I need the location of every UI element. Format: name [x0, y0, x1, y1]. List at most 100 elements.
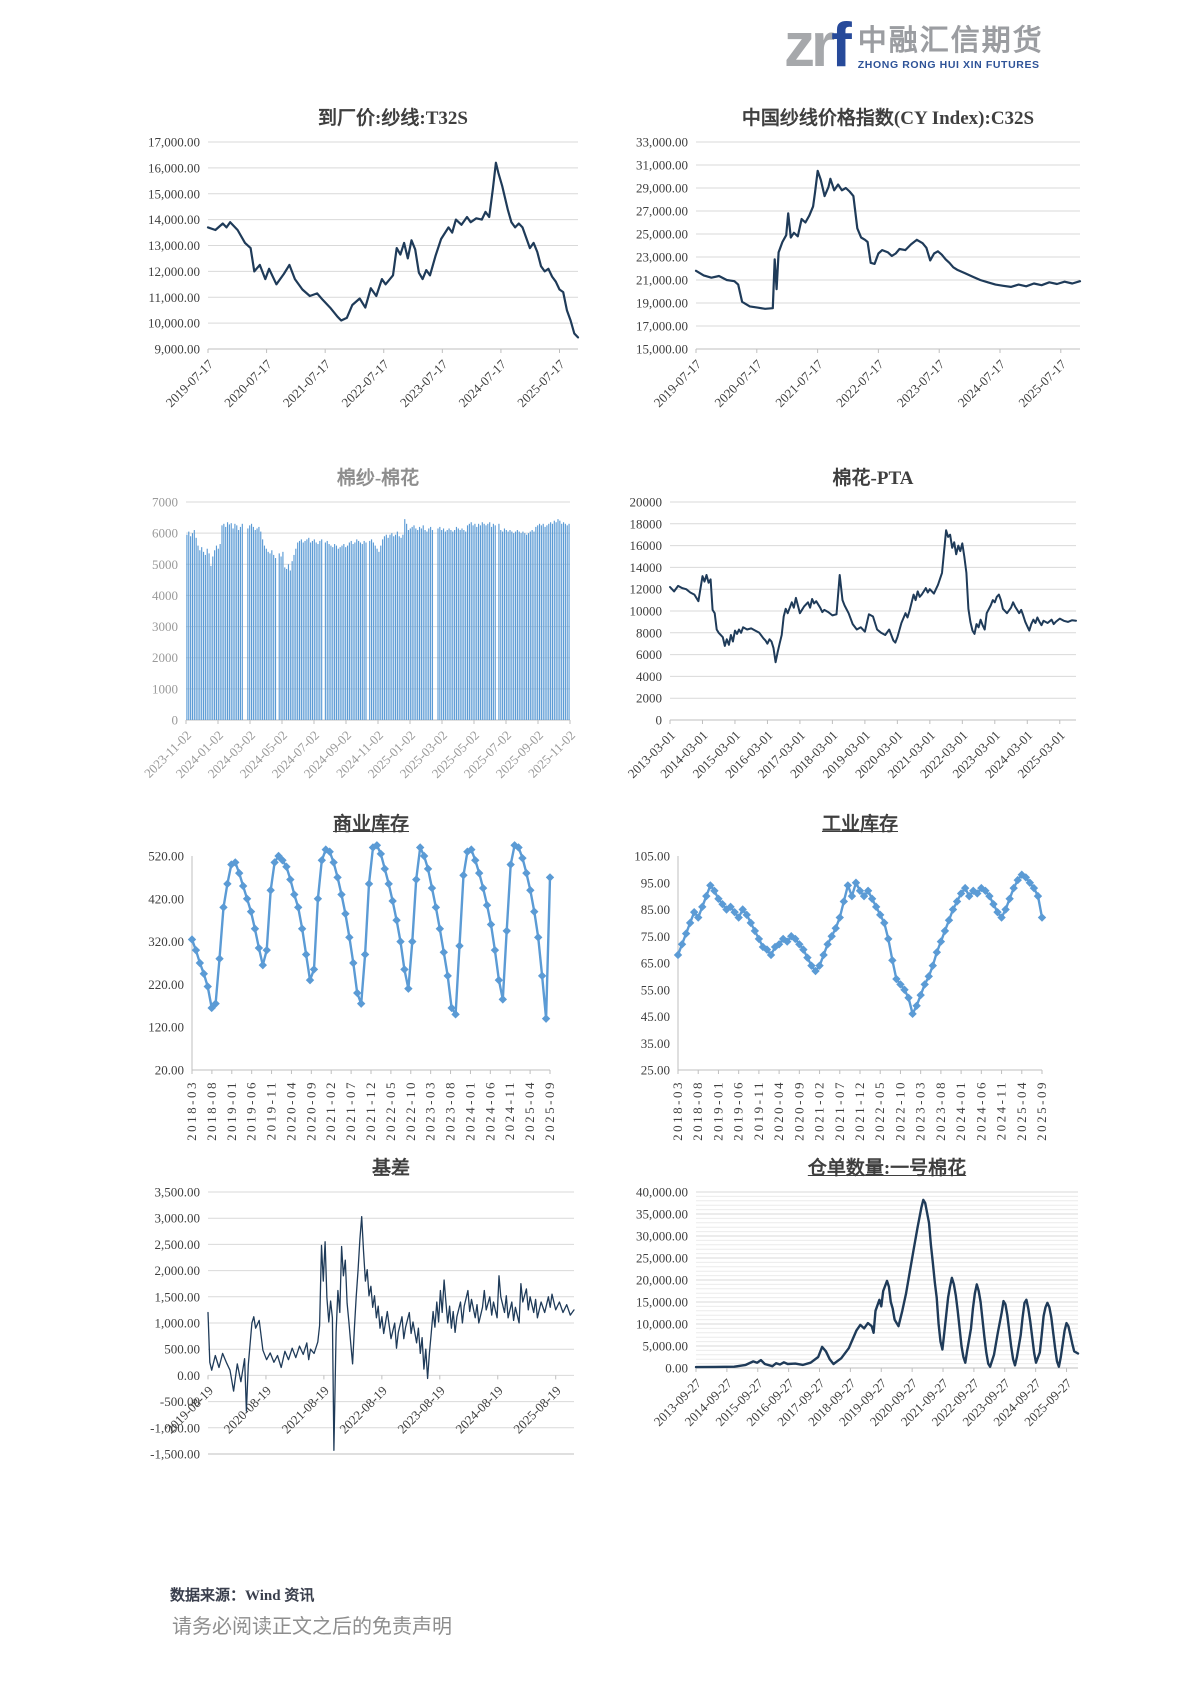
svg-text:13,000.00: 13,000.00: [148, 238, 200, 253]
chart-title: 中国纱线价格指数(CY Index):C32S: [741, 108, 1035, 129]
svg-text:4000: 4000: [636, 669, 662, 684]
svg-text:31,000.00: 31,000.00: [636, 158, 688, 173]
svg-text:2019-11: 2019-11: [264, 1080, 279, 1140]
svg-text:105.00: 105.00: [634, 849, 670, 864]
svg-text:20000: 20000: [630, 495, 663, 510]
chart-title: 商业库存: [332, 814, 409, 835]
svg-text:2020-04: 2020-04: [771, 1080, 786, 1141]
svg-text:2023-07-17: 2023-07-17: [894, 356, 948, 410]
svg-text:20.00: 20.00: [155, 1063, 184, 1078]
svg-text:35.00: 35.00: [641, 1036, 670, 1051]
svg-text:2025-08-19: 2025-08-19: [510, 1383, 564, 1437]
svg-text:2024-07-17: 2024-07-17: [955, 356, 1009, 410]
svg-text:2020-04: 2020-04: [283, 1080, 298, 1141]
svg-text:2021-12: 2021-12: [852, 1080, 867, 1141]
svg-text:6000: 6000: [636, 647, 662, 662]
chart-plot: 25.00 35.00 45.00 55.00 65.00 75.00 85.00 95.00…: [634, 849, 1049, 1141]
svg-text:3000: 3000: [152, 619, 178, 634]
svg-text:2020-07-17: 2020-07-17: [221, 356, 275, 410]
svg-text:45.00: 45.00: [641, 1009, 670, 1024]
svg-text:14000: 14000: [630, 560, 663, 575]
svg-text:2021-12: 2021-12: [363, 1080, 378, 1141]
svg-text:10,000.00: 10,000.00: [636, 1317, 688, 1332]
svg-text:2021-07: 2021-07: [343, 1080, 358, 1141]
svg-text:85.00: 85.00: [641, 902, 670, 917]
svg-text:3,000.00: 3,000.00: [155, 1211, 201, 1226]
svg-text:2020-09: 2020-09: [791, 1080, 806, 1141]
svg-text:95.00: 95.00: [641, 875, 670, 890]
svg-text:2022-10: 2022-10: [892, 1080, 907, 1141]
svg-text:2022-08-19: 2022-08-19: [336, 1383, 390, 1437]
svg-text:2,000.00: 2,000.00: [155, 1263, 201, 1278]
svg-text:2024-01: 2024-01: [462, 1080, 477, 1141]
svg-text:1,500.00: 1,500.00: [155, 1289, 201, 1304]
svg-text:2021-08-19: 2021-08-19: [279, 1383, 333, 1437]
svg-text:9,000.00: 9,000.00: [155, 342, 201, 357]
svg-text:4000: 4000: [152, 588, 178, 603]
svg-text:0.00: 0.00: [177, 1368, 200, 1383]
svg-text:20,000.00: 20,000.00: [636, 1273, 688, 1288]
svg-text:25,000.00: 25,000.00: [636, 1251, 688, 1266]
svg-text:2023-08-19: 2023-08-19: [394, 1383, 448, 1437]
svg-text:520.00: 520.00: [148, 849, 184, 864]
chart-commercial-inventory: 商业库存 20.00 120.00 220.00 320.00 420.00 520.00…: [122, 810, 584, 1162]
svg-text:220.00: 220.00: [148, 977, 184, 992]
svg-text:25,000.00: 25,000.00: [636, 227, 688, 242]
svg-text:2019-07-17: 2019-07-17: [651, 356, 705, 410]
svg-text:2025-09: 2025-09: [542, 1080, 557, 1141]
logo-text: 中融汇信期货 ZHONG RONG HUI XIN FUTURES: [858, 20, 1044, 71]
svg-text:2024-06: 2024-06: [482, 1080, 497, 1141]
svg-text:320.00: 320.00: [148, 934, 184, 949]
chart-warehouse-receipts-no1-cotton: 仓单数量:一号棉花 0.00 5,000.00 10,000.00 15,000.00…: [600, 1154, 1088, 1514]
disclaimer-note: 请务必阅读正文之后的免责声明: [172, 1616, 452, 1638]
chart-industrial-inventory: 工业库存 25.00 35.00 45.00 55.00 65.00 75.00 85.00…: [600, 810, 1088, 1162]
svg-text:2025-07-17: 2025-07-17: [1015, 356, 1069, 410]
logo-f-letter: f: [831, 11, 852, 80]
chart-title: 棉纱-棉花: [336, 468, 420, 489]
svg-text:10000: 10000: [630, 604, 663, 619]
svg-text:16000: 16000: [630, 538, 663, 553]
svg-text:27,000.00: 27,000.00: [636, 204, 688, 219]
svg-text:-1,500.00: -1,500.00: [150, 1447, 200, 1462]
company-logo: zrf 中融汇信期货 ZHONG RONG HUI XIN FUTURES: [784, 15, 1044, 77]
svg-text:2022-10: 2022-10: [403, 1080, 418, 1141]
svg-text:2021-02: 2021-02: [812, 1080, 827, 1141]
svg-text:2000: 2000: [636, 691, 662, 706]
svg-text:2023-08: 2023-08: [443, 1080, 458, 1141]
svg-text:2000: 2000: [152, 650, 178, 665]
svg-text:2022-07-17: 2022-07-17: [833, 356, 887, 410]
svg-text:2021-02: 2021-02: [323, 1080, 338, 1141]
svg-text:16,000.00: 16,000.00: [148, 160, 200, 175]
svg-text:19,000.00: 19,000.00: [636, 296, 688, 311]
svg-text:15,000.00: 15,000.00: [148, 186, 200, 201]
svg-text:17,000.00: 17,000.00: [148, 135, 200, 150]
svg-text:2018-03: 2018-03: [184, 1080, 199, 1141]
svg-text:2025-09: 2025-09: [1034, 1080, 1049, 1141]
svg-text:7000: 7000: [152, 495, 178, 510]
svg-text:75.00: 75.00: [641, 929, 670, 944]
svg-text:2025-07-17: 2025-07-17: [514, 356, 568, 410]
svg-text:120.00: 120.00: [148, 1020, 184, 1035]
svg-text:2023-03: 2023-03: [913, 1080, 928, 1141]
chart-title: 到厂价:纱线:T32S: [318, 108, 468, 129]
chart-basis: 基差 -1,500.00 -1,000.00 -500.00 0.00 500.00 1,…: [122, 1154, 584, 1514]
svg-text:2019-07-17: 2019-07-17: [163, 356, 217, 410]
svg-text:1,000.00: 1,000.00: [155, 1316, 201, 1331]
svg-text:30,000.00: 30,000.00: [636, 1229, 688, 1244]
data-source-note: 数据来源：Wind 资讯: [170, 1588, 315, 1604]
svg-text:2019-01: 2019-01: [710, 1080, 725, 1141]
svg-text:5,000.00: 5,000.00: [643, 1339, 689, 1354]
chart-plot: 0.00 5,000.00 10,000.00 15,000.00 20,000.00 2…: [636, 1185, 1080, 1429]
svg-text:420.00: 420.00: [148, 891, 184, 906]
svg-text:8000: 8000: [636, 625, 662, 640]
svg-text:6000: 6000: [152, 526, 178, 541]
svg-text:2025-04: 2025-04: [1014, 1080, 1029, 1141]
chart-plot: 20.00 120.00 220.00 320.00 420.00 520.00 2018-…: [148, 841, 557, 1141]
svg-text:2024-01: 2024-01: [953, 1080, 968, 1141]
svg-text:2020-07-17: 2020-07-17: [711, 356, 765, 410]
svg-text:2021-07-17: 2021-07-17: [772, 356, 826, 410]
svg-text:65.00: 65.00: [641, 956, 670, 971]
svg-text:0.00: 0.00: [665, 1361, 688, 1376]
chart-plot: 9,000.00 10,000.00 11,000.00 12,000.00 13,00…: [148, 135, 580, 410]
